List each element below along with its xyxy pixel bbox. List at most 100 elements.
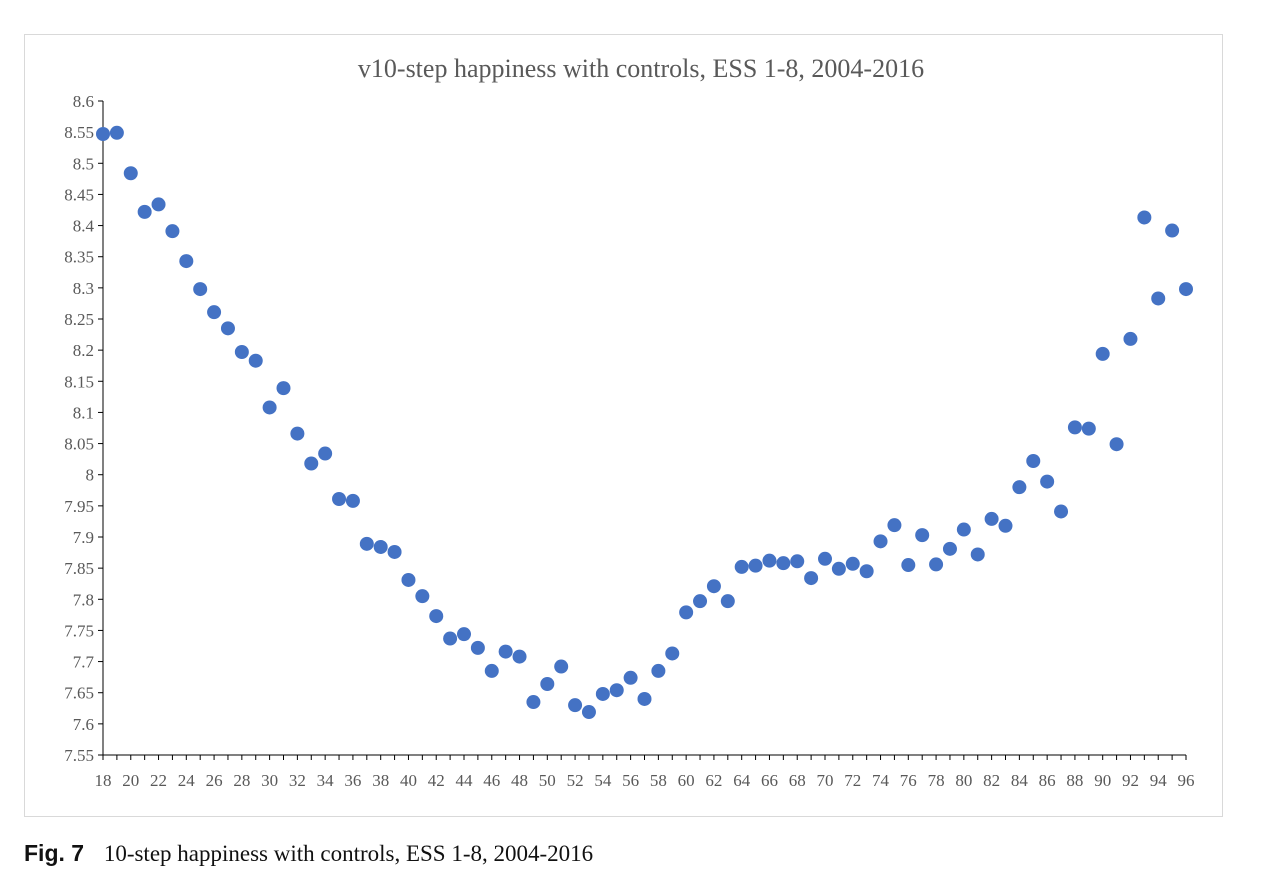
x-tick-label: 20: [122, 771, 139, 790]
data-point: [1054, 504, 1069, 519]
y-tick-label: 8.45: [64, 185, 94, 204]
data-point: [831, 561, 846, 576]
chart-frame: v10-step happiness with controls, ESS 1-…: [24, 34, 1223, 817]
x-tick-label: 58: [650, 771, 667, 790]
x-tick-label: 94: [1150, 771, 1168, 790]
figure-caption-label: Fig. 7: [24, 840, 85, 866]
data-point: [651, 663, 666, 678]
data-point: [984, 511, 999, 526]
y-tick-label: 8.6: [73, 92, 94, 111]
data-point: [373, 539, 388, 554]
scatter-chart: v10-step happiness with controls, ESS 1-…: [64, 54, 1195, 790]
data-point: [734, 559, 749, 574]
data-point: [179, 254, 194, 269]
data-point: [1123, 331, 1138, 346]
y-tick-label: 7.55: [64, 746, 94, 765]
y-tick-label: 8.25: [64, 310, 94, 329]
x-tick-label: 56: [622, 771, 639, 790]
data-point: [248, 353, 263, 368]
y-tick-label: 7.75: [64, 621, 94, 640]
x-tick-label: 44: [456, 771, 474, 790]
data-point: [457, 627, 471, 642]
data-point: [762, 553, 777, 568]
data-point: [234, 345, 249, 360]
data-point: [318, 446, 333, 461]
data-point: [679, 605, 694, 620]
data-point: [512, 649, 527, 664]
data-point: [790, 554, 805, 569]
x-tick-label: 92: [1122, 771, 1139, 790]
x-tick-label: 42: [428, 771, 445, 790]
y-tick-label: 7.95: [64, 497, 94, 516]
data-point: [137, 204, 152, 219]
data-point: [637, 691, 652, 706]
data-point: [804, 571, 819, 586]
x-tick-label: 32: [289, 771, 306, 790]
x-tick-label: 76: [900, 771, 917, 790]
x-tick-label: 84: [1011, 771, 1029, 790]
data-point: [873, 534, 888, 549]
data-point: [859, 564, 874, 579]
data-point: [332, 492, 347, 507]
data-point: [818, 551, 832, 566]
data-point: [220, 321, 235, 336]
data-point: [276, 381, 291, 396]
y-tick-label: 8.3: [73, 279, 94, 298]
x-tick-label: 54: [594, 771, 612, 790]
y-tick-label: 7.9: [73, 528, 94, 547]
x-tick-label: 50: [539, 771, 556, 790]
data-point: [887, 518, 902, 533]
data-point: [998, 518, 1013, 533]
x-tick-label: 30: [261, 771, 278, 790]
y-tick-label: 7.8: [73, 590, 94, 609]
data-point: [123, 166, 138, 181]
data-point: [470, 640, 485, 655]
x-tick-label: 78: [928, 771, 945, 790]
y-tick-label: 7.65: [64, 684, 94, 703]
data-point: [623, 670, 638, 685]
data-point: [151, 197, 166, 212]
x-tick-label: 80: [955, 771, 972, 790]
data-point: [956, 522, 971, 537]
chart-title: v10-step happiness with controls, ESS 1-…: [358, 54, 924, 83]
data-point: [387, 544, 402, 559]
data-point: [1137, 210, 1152, 225]
x-tick-label: 24: [178, 771, 196, 790]
x-tick-label: 62: [705, 771, 722, 790]
data-point: [693, 594, 708, 609]
data-point: [776, 556, 791, 571]
x-tick-label: 26: [206, 771, 223, 790]
x-tick-label: 18: [95, 771, 112, 790]
data-point: [96, 127, 110, 142]
data-point: [359, 536, 374, 551]
x-tick-label: 88: [1066, 771, 1083, 790]
y-tick-label: 8.5: [73, 154, 94, 173]
x-tick-label: 68: [789, 771, 806, 790]
data-point: [109, 125, 124, 140]
data-point: [720, 594, 735, 609]
x-tick-label: 90: [1094, 771, 1111, 790]
data-point: [345, 493, 360, 508]
x-tick-label: 28: [233, 771, 250, 790]
x-tick-label: 46: [483, 771, 500, 790]
data-point: [706, 579, 721, 594]
x-tick-label: 52: [567, 771, 584, 790]
x-tick-label: 64: [733, 771, 751, 790]
data-point: [1040, 474, 1055, 489]
data-point: [595, 686, 610, 701]
data-point: [498, 644, 513, 659]
x-tick-label: 60: [678, 771, 695, 790]
data-point: [401, 572, 416, 587]
data-point: [484, 663, 499, 678]
data-point: [1109, 437, 1124, 452]
y-tick-label: 8: [86, 466, 95, 485]
data-point: [1067, 420, 1082, 435]
x-tick-label: 96: [1178, 771, 1195, 790]
data-point: [568, 698, 583, 713]
data-point: [526, 695, 541, 710]
x-tick-label: 22: [150, 771, 167, 790]
data-point: [915, 528, 930, 543]
y-tick-label: 8.1: [73, 403, 94, 422]
y-tick-label: 8.2: [73, 341, 94, 360]
y-tick-label: 7.7: [73, 653, 95, 672]
